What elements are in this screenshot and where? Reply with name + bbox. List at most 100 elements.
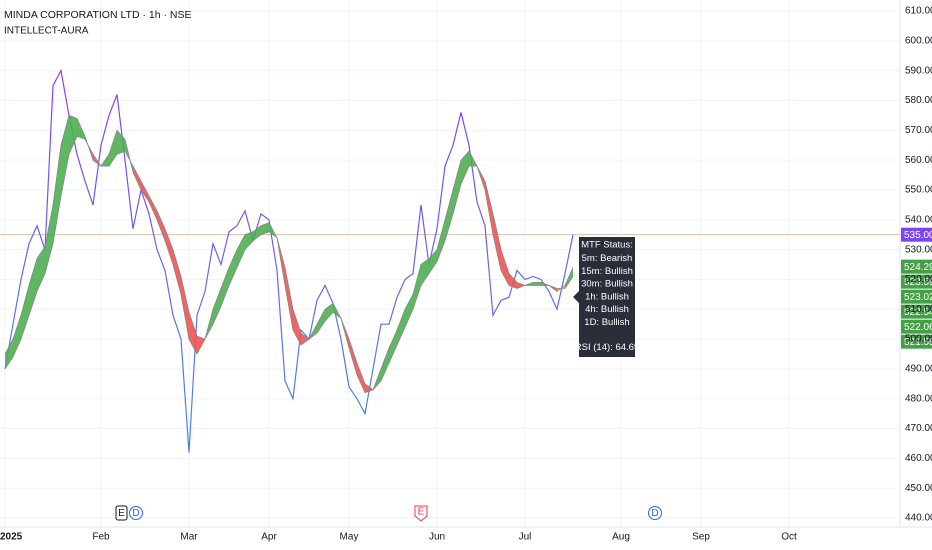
aura-ribbon bbox=[397, 309, 405, 346]
y-tick-label: 500.00 bbox=[905, 334, 932, 345]
aura-ribbon bbox=[5, 339, 13, 369]
y-tick-label: 610.00 bbox=[905, 6, 932, 17]
aura-ribbon bbox=[229, 249, 237, 286]
aura-ribbon bbox=[437, 219, 445, 262]
x-tick-label: Jun bbox=[429, 532, 445, 543]
event-marker: E bbox=[414, 505, 428, 522]
plot bbox=[0, 68, 900, 453]
status: Bullish bbox=[605, 278, 633, 289]
aura-ribbon bbox=[501, 249, 509, 286]
event-label: D bbox=[132, 508, 139, 519]
x-tick-label: Aug bbox=[612, 532, 630, 543]
timeframe: 5m: bbox=[582, 253, 598, 264]
event-marker: D bbox=[648, 506, 662, 520]
price-tag-label: 522.54 bbox=[904, 307, 932, 318]
status: Bearish bbox=[600, 253, 632, 264]
mtf-tooltip: MTF Status: RSI (14): 64.69 5m: Bearish1… bbox=[573, 237, 639, 357]
aura-ribbon bbox=[157, 210, 165, 241]
status: Bullish bbox=[605, 265, 633, 276]
tooltip-title: MTF Status: bbox=[581, 240, 633, 251]
x-tick-label: Jul bbox=[519, 532, 532, 543]
event-label: E bbox=[418, 507, 425, 518]
aura-ribbon bbox=[429, 249, 437, 274]
aura-ribbon bbox=[405, 294, 413, 328]
aura-ribbon bbox=[149, 195, 157, 220]
aura-ribbon bbox=[421, 258, 429, 286]
status: Bullish bbox=[602, 317, 630, 328]
rsi-label: RSI (14): bbox=[575, 342, 613, 353]
y-tick-label: 470.00 bbox=[905, 423, 932, 434]
aura-ribbon bbox=[517, 282, 525, 289]
grid bbox=[0, 0, 900, 527]
tooltip-row: 1h: Bullish bbox=[585, 291, 629, 302]
event-label: D bbox=[651, 508, 658, 519]
aura-line bbox=[4, 135, 574, 391]
y-tick-label: 560.00 bbox=[905, 155, 932, 166]
y-tick-label: 510.00 bbox=[905, 304, 932, 315]
tooltip-box bbox=[573, 237, 635, 357]
price-tag-label: 523.02 bbox=[904, 292, 932, 303]
tooltip-row: 5m: Bearish bbox=[582, 253, 633, 264]
aura-ribbon bbox=[381, 348, 389, 381]
y-tick-label: 490.00 bbox=[905, 364, 932, 375]
event-marker: D bbox=[129, 506, 143, 520]
x-tick-label: Mar bbox=[180, 532, 198, 543]
aura-ribbon bbox=[317, 309, 325, 334]
aura-ribbon bbox=[453, 160, 461, 214]
event-marker: E bbox=[115, 505, 128, 521]
aura-ribbon bbox=[245, 231, 253, 250]
aura-ribbon bbox=[29, 258, 37, 316]
aura-ribbon bbox=[389, 330, 397, 363]
x-tick-label: Feb bbox=[92, 532, 110, 543]
aura-ribbon bbox=[357, 362, 365, 393]
tooltip-row: 30m: Bullish bbox=[581, 278, 633, 289]
y-tick-label: 520.00 bbox=[905, 274, 932, 285]
timeframe: 15m: bbox=[581, 265, 602, 276]
status: Bullish bbox=[601, 304, 629, 315]
aura-ribbon bbox=[261, 222, 269, 235]
aura-line bbox=[4, 114, 574, 394]
aura-ribbon bbox=[533, 282, 541, 286]
y-tick-label: 540.00 bbox=[905, 214, 932, 225]
aura-ribbon bbox=[253, 225, 261, 241]
timeframe: 30m: bbox=[581, 278, 602, 289]
aura-ribbon bbox=[133, 166, 141, 190]
aura-ribbon bbox=[165, 228, 173, 265]
tooltip-row: 15m: Bullish bbox=[581, 265, 633, 276]
aura-ribbon bbox=[509, 273, 517, 289]
price-line-series bbox=[4, 68, 574, 453]
aura-ribbon bbox=[349, 339, 357, 375]
timeframe: 4h: bbox=[585, 304, 598, 315]
x-tick-label: Oct bbox=[781, 532, 797, 543]
aura-ribbon bbox=[413, 264, 421, 310]
aura-ribbon bbox=[173, 249, 181, 295]
y-tick-label: 440.00 bbox=[905, 513, 932, 524]
x-tick-label: 2025 bbox=[0, 532, 23, 543]
y-tick-label: 580.00 bbox=[905, 95, 932, 106]
y-tick-label: 590.00 bbox=[905, 65, 932, 76]
aura-ribbon bbox=[301, 333, 309, 346]
x-tick-label: Apr bbox=[261, 532, 277, 543]
x-tick-label: Sep bbox=[692, 532, 710, 543]
price-tag bbox=[901, 319, 932, 334]
aura-ribbon bbox=[45, 204, 53, 274]
aura-ribbon bbox=[69, 115, 77, 155]
y-tick-label: 570.00 bbox=[905, 125, 932, 136]
price-tags: 535.00 524.29 523.59 523.02 522.54 522.06 521.… bbox=[901, 227, 932, 349]
aura-ribbon bbox=[293, 309, 301, 346]
price-tag-label: 523.59 bbox=[904, 277, 932, 288]
event-label: E bbox=[118, 508, 125, 519]
aura-ribbon bbox=[117, 130, 125, 155]
price-tag-label: 522.06 bbox=[904, 322, 932, 333]
aura-ribbon bbox=[53, 145, 61, 244]
y-tick-label: 530.00 bbox=[905, 244, 932, 255]
y-tick-label: 600.00 bbox=[905, 36, 932, 47]
price-tag bbox=[901, 274, 932, 289]
price-tag bbox=[901, 334, 932, 349]
y-tick-label: 480.00 bbox=[905, 393, 932, 404]
aura-ribbon bbox=[213, 288, 221, 325]
price-tag-label: 535.00 bbox=[904, 230, 932, 241]
price-tag bbox=[901, 304, 932, 319]
